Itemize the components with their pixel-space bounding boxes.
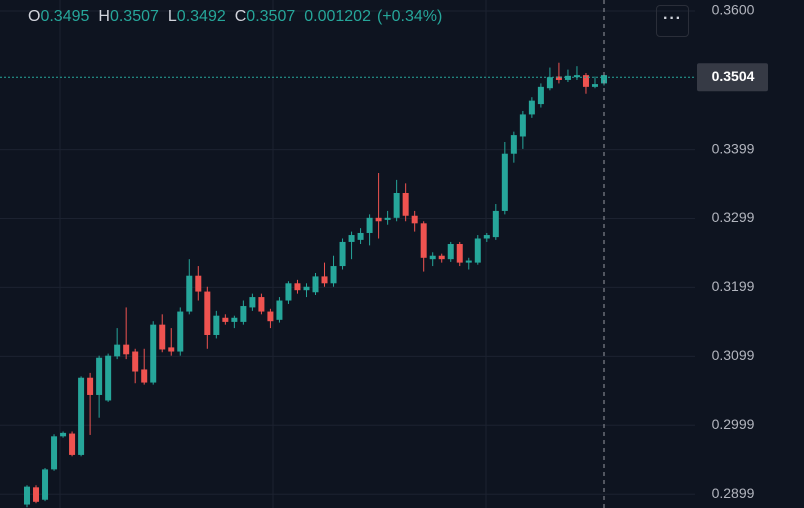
candle-body [375,217,382,222]
candle-body [546,77,553,89]
candle-body [573,75,580,78]
candle-body [249,297,256,308]
candle-body [519,114,526,137]
legend-change: 0.001202 [304,8,371,25]
ohlc-legend: O 0.3495 H 0.3507 L 0.3492 C 0.3507 0.001202 (+0.… [28,8,442,26]
candle-body [177,311,184,352]
candle-body [141,369,148,383]
candle-body [537,86,544,105]
candle-body [348,235,355,242]
y-tick-label: 0.3199 [712,278,755,294]
candle-body [258,297,265,312]
y-tick-label: 0.3600 [712,2,755,18]
candle-body [474,238,481,263]
candle-body [267,311,274,322]
candle-body [150,324,157,383]
legend-value: 0.3507 [109,8,159,25]
candle-body [366,217,373,233]
candle-body [114,344,121,357]
candle-body [456,244,463,263]
price-label-box [697,63,768,92]
candle-body [601,75,607,84]
candle-body [528,100,535,115]
candle-body [294,283,301,291]
candle-body [204,291,211,335]
candle-body [393,192,400,218]
candle-body [510,135,517,154]
candle-body [87,377,94,395]
candle-body [420,223,427,258]
candle-body [492,210,499,238]
candle-body [339,241,346,267]
legend-value: 0.3507 [246,8,296,25]
candle-body [186,275,193,312]
legend-key: C [234,8,247,25]
candle-body [96,357,103,395]
candle-body [60,432,67,437]
candle-body [501,153,508,211]
candle-body [447,244,454,260]
y-tick-label: 0.3099 [712,347,755,363]
candle-body [240,306,247,322]
candle-body [51,436,58,470]
candle-body [168,347,175,352]
price-label: 0.3504 [712,68,755,84]
legend-value: 0.3495 [40,8,90,25]
candle-body [357,232,364,240]
candle-body [429,255,436,260]
legend-key: H [98,8,110,25]
candle-body [582,75,589,87]
candle-body [42,469,49,500]
candle-body [411,215,418,224]
candle-body [276,300,283,320]
candle-body [195,275,202,292]
y-tick-label: 0.2899 [712,485,755,501]
legend-key: L [167,8,177,25]
candle-body [438,255,445,260]
candle-body [33,487,40,502]
candle-body [330,266,337,284]
candle-body [465,260,472,263]
candle-body [285,283,292,301]
candle-body [321,276,328,284]
candle-body [483,235,490,239]
candle-body [231,317,238,322]
candle-body [132,351,139,372]
candle-body [591,84,598,87]
candle-body [105,355,112,401]
candle-body [555,76,562,80]
candle-body [402,192,409,216]
y-tick-label: 0.3399 [712,140,755,156]
candle-body [213,315,220,335]
y-tick-label: 0.3299 [712,209,755,225]
candle-body [384,217,391,220]
legend-key: O [28,8,41,25]
candle-body [222,317,229,322]
candle-body [303,286,310,291]
candle-body [78,377,85,455]
candle-body [24,486,30,505]
legend-value: 0.3492 [176,8,226,25]
y-tick-label: 0.2999 [712,416,755,432]
candle-body [159,324,166,350]
candle-body [69,433,76,455]
candle-body [564,75,571,80]
menu-button[interactable]: ··· [656,5,689,37]
legend-change-pct: (+0.34%) [376,8,443,25]
candle-body [123,344,130,355]
candle-body [312,276,319,293]
